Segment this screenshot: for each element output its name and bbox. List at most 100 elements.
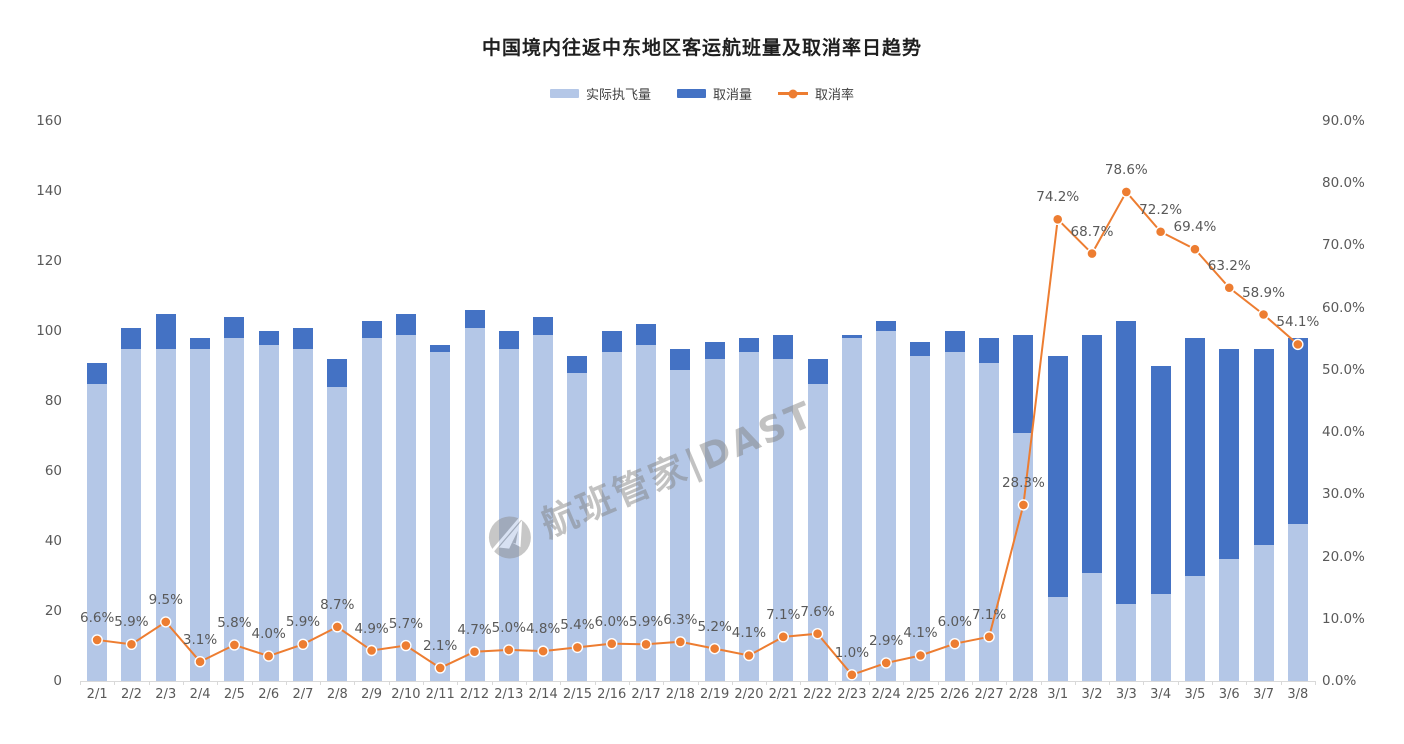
bar-cancelled-flights <box>430 345 451 352</box>
right-axis-tick: 20.0% <box>1322 548 1365 565</box>
cancel-rate-marker <box>1292 338 1304 351</box>
x-axis-label: 2/27 <box>974 687 1004 702</box>
cancel-rate-label: 5.4% <box>560 617 595 634</box>
cancel-rate-marker <box>571 641 584 654</box>
cancel-rate-label: 5.9% <box>628 614 664 631</box>
x-axis-tick-mark <box>663 681 665 685</box>
x-axis-label: 2/24 <box>871 687 901 702</box>
x-axis-label: 3/1 <box>1047 687 1069 702</box>
x-axis-label: 2/1 <box>86 687 108 702</box>
x-axis-label: 2/21 <box>768 687 798 702</box>
x-axis-tick-mark <box>1109 681 1111 685</box>
bar-cancelled-flights <box>395 313 416 335</box>
cancel-rate-label: 9.5% <box>148 591 183 608</box>
x-axis-tick-mark <box>114 681 116 685</box>
left-axis-tick: 120 <box>36 253 62 269</box>
bar-actual-flights <box>464 327 485 681</box>
bar-cancelled-flights <box>1082 334 1102 573</box>
bar-cancelled-flights <box>327 359 348 387</box>
cancel-rate-marker <box>674 636 687 648</box>
x-axis-tick-mark <box>148 681 150 685</box>
x-axis-label: 3/8 <box>1287 687 1309 702</box>
bar-actual-flights <box>670 369 691 681</box>
bar-actual-flights <box>361 338 382 681</box>
legend-item-actual-flights: 实际执飞量 <box>549 84 651 103</box>
bar-cancelled-flights <box>1253 348 1274 545</box>
bar-cancelled-flights <box>121 327 142 349</box>
cancel-rate-marker <box>846 669 858 681</box>
bar-actual-flights <box>1150 593 1171 681</box>
cancel-rate-label: 69.4% <box>1173 219 1217 236</box>
bar-actual-flights <box>1082 572 1102 681</box>
cancel-rate-marker <box>1017 499 1030 511</box>
legend-label: 取消率 <box>815 88 855 103</box>
bar-cancelled-flights <box>1287 338 1308 524</box>
x-axis-tick-mark <box>182 681 184 685</box>
cancel-rate-label: 7.1% <box>971 606 1007 623</box>
x-axis-tick-mark <box>1074 681 1076 685</box>
x-axis-label: 2/22 <box>802 687 833 702</box>
bar-actual-flights <box>636 345 657 681</box>
bar-actual-flights <box>944 352 965 681</box>
cancel-rate-label: 63.2% <box>1207 257 1251 274</box>
x-axis-tick-mark <box>697 681 699 685</box>
cancel-rate-marker <box>228 639 241 651</box>
right-axis-tick: 30.0% <box>1322 486 1365 503</box>
bar-actual-flights <box>876 331 897 681</box>
cancel-rate-marker <box>365 644 378 657</box>
cancel-rate-label: 3.1% <box>182 631 218 648</box>
chart-title: 中国境内往返中东地区客运航班量及取消率日趋势 <box>481 37 922 59</box>
x-axis-tick-mark <box>80 681 81 685</box>
cancel-rate-marker <box>640 638 652 650</box>
x-axis-label: 2/20 <box>734 687 764 702</box>
left-axis-tick: 80 <box>44 393 62 409</box>
x-axis-label: 2/5 <box>223 687 245 702</box>
x-axis-label: 2/9 <box>361 687 383 702</box>
right-axis-tick: 50.0% <box>1322 361 1365 378</box>
bar-cancelled-flights <box>807 359 828 384</box>
bar-actual-flights <box>498 348 519 681</box>
cancel-rate-marker <box>949 637 961 650</box>
x-axis-label: 2/13 <box>494 687 524 702</box>
bar-cancelled-flights <box>1116 320 1137 604</box>
left-axis-tick: 160 <box>36 113 62 129</box>
x-axis-label: 2/18 <box>665 687 695 702</box>
bar-actual-flights <box>430 352 451 681</box>
x-axis-tick-mark <box>903 681 905 685</box>
legend-item-cancel-rate: 取消率 <box>778 84 854 103</box>
x-axis-label: 3/2 <box>1081 687 1103 702</box>
cancel-rate-marker <box>606 637 618 650</box>
cancel-rate-marker <box>743 649 755 662</box>
bar-actual-flights <box>155 348 176 681</box>
bar-actual-flights <box>87 383 108 681</box>
bar-actual-flights <box>567 373 588 681</box>
cancel-rate-label: 5.2% <box>697 618 732 635</box>
x-axis-tick-mark <box>457 681 459 685</box>
x-axis-tick-mark <box>1246 681 1248 685</box>
bar-cancelled-flights <box>979 338 1000 363</box>
x-axis-label: 2/11 <box>425 687 455 702</box>
cancel-rate-marker <box>880 657 892 669</box>
x-axis-tick-mark <box>1315 681 1316 685</box>
cancel-rate-marker <box>537 645 549 657</box>
bar-actual-flights <box>841 338 862 681</box>
bar-cancelled-flights <box>361 320 382 338</box>
cancel-rate-label: 6.6% <box>79 609 115 626</box>
x-axis-label: 2/8 <box>326 687 348 702</box>
bar-cancelled-flights <box>670 348 691 370</box>
left-axis-tick: 0 <box>53 673 62 689</box>
x-axis-tick-mark <box>869 681 871 685</box>
cancel-rate-marker <box>194 656 206 668</box>
cancel-rate-marker <box>262 650 275 662</box>
bar-actual-flights <box>773 359 794 681</box>
x-axis-tick-mark <box>834 681 836 685</box>
x-axis-tick-mark <box>594 681 596 685</box>
bar-cancelled-flights <box>155 313 176 349</box>
x-axis-label: 2/25 <box>905 687 936 702</box>
bar-actual-flights <box>807 383 828 681</box>
x-axis-tick-mark <box>525 681 527 685</box>
cancel-rate-marker <box>914 649 927 662</box>
legend-line-swatch <box>778 89 808 98</box>
cancel-rate-label: 6.0% <box>937 613 972 630</box>
bar-cancelled-flights <box>601 331 622 352</box>
